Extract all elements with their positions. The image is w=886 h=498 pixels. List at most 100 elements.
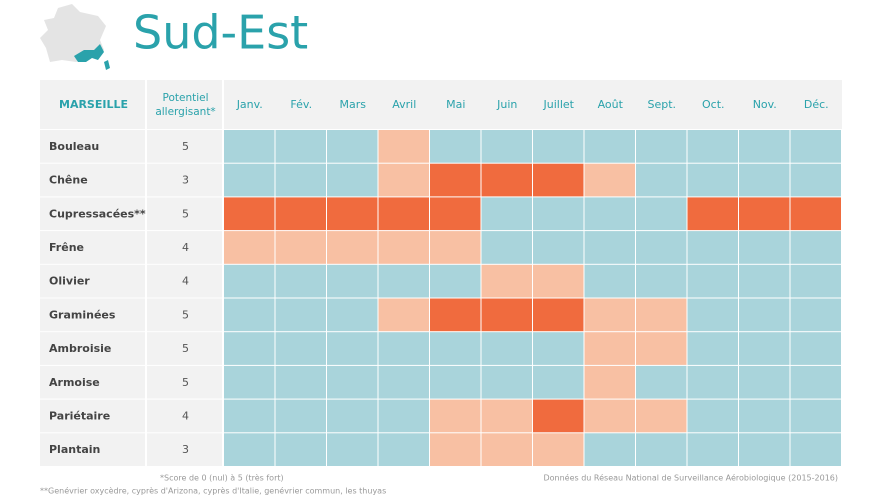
potential-header: Potentiel (162, 92, 208, 104)
row-name: Pariétaire (49, 409, 110, 422)
city-header: MARSEILLE (59, 98, 128, 111)
pollen-cell (224, 163, 275, 197)
pollen-cell (533, 163, 584, 197)
pollen-cell (584, 298, 635, 332)
row-name: Chêne (49, 174, 88, 187)
pollen-cell (378, 231, 429, 264)
row-name: Cupressacées** (49, 207, 146, 220)
row-label-bg (40, 264, 145, 298)
region-shape (74, 44, 104, 62)
pollen-cell (224, 130, 275, 163)
pollen-cell (687, 298, 738, 332)
pollen-cell (584, 197, 635, 231)
pollen-cell (533, 298, 584, 332)
pollen-cell (636, 130, 687, 163)
potential-bg (147, 231, 222, 264)
potential-value: 5 (182, 376, 189, 389)
row-name: Olivier (49, 275, 90, 288)
potential-value: 3 (182, 174, 189, 187)
pollen-cell (430, 399, 481, 433)
footnote-score: *Score de 0 (nul) à 5 (très fort) (160, 473, 284, 483)
pollen-cell (739, 433, 790, 466)
row-name: Plantain (49, 443, 100, 456)
pollen-cell (584, 163, 635, 197)
pollen-cell (430, 298, 481, 332)
pollen-cell (481, 264, 532, 298)
title: Sud-Est (133, 6, 308, 60)
row-label-bg (40, 231, 145, 264)
pollen-cell (636, 163, 687, 197)
month-header: Oct. (702, 98, 725, 111)
row-label-bg (40, 298, 145, 332)
pollen-cell (430, 433, 481, 466)
potential-value: 4 (182, 275, 189, 288)
pollen-cell (327, 264, 378, 298)
pollen-cell (430, 332, 481, 365)
pollen-cell (275, 231, 326, 264)
month-header: Mars (340, 98, 367, 111)
pollen-cell (378, 264, 429, 298)
month-header: Juillet (543, 98, 575, 111)
pollen-cell (481, 130, 532, 163)
pollen-cell (481, 298, 532, 332)
pollen-cell (481, 399, 532, 433)
month-header: Mai (446, 98, 465, 111)
pollen-cell (790, 332, 841, 365)
row-name: Bouleau (49, 140, 99, 153)
potential-value: 5 (182, 342, 189, 355)
pollen-cell (739, 130, 790, 163)
pollen-cell (275, 197, 326, 231)
pollen-cell (327, 163, 378, 197)
pollen-cell (739, 197, 790, 231)
pollen-cell (790, 197, 841, 231)
france-shape (40, 4, 106, 62)
potential-bg (147, 197, 222, 231)
pollen-cell (481, 197, 532, 231)
pollen-cell (327, 365, 378, 399)
month-header: Nov. (753, 98, 777, 111)
potential-value: 5 (182, 308, 189, 321)
pollen-cell (430, 130, 481, 163)
pollen-cell (687, 433, 738, 466)
pollen-cell (790, 130, 841, 163)
pollen-cell (378, 433, 429, 466)
pollen-cell (533, 332, 584, 365)
pollen-cell (584, 264, 635, 298)
pollen-cell (687, 399, 738, 433)
row-label-bg (40, 130, 145, 163)
table: MARSEILLE Potentiel allergisant* Janv. Fév. M… (40, 80, 842, 466)
row-name: Frêne (49, 241, 84, 254)
month-header: Avril (392, 98, 416, 111)
pollen-cell (687, 332, 738, 365)
pollen-cell (584, 399, 635, 433)
pollen-cell (790, 298, 841, 332)
pollen-cell (739, 163, 790, 197)
month-header: Fév. (290, 98, 312, 111)
pollen-cell (636, 332, 687, 365)
header-bg (40, 80, 842, 129)
pollen-cell (481, 163, 532, 197)
pollen-cell (224, 298, 275, 332)
pollen-cell (636, 298, 687, 332)
pollen-cell (739, 365, 790, 399)
pollen-cell (275, 332, 326, 365)
row-name: Graminées (49, 308, 116, 321)
potential-value: 4 (182, 241, 189, 254)
pollen-cell (275, 298, 326, 332)
month-header: Juin (496, 98, 517, 111)
pollen-cell (275, 163, 326, 197)
pollen-cell (378, 130, 429, 163)
pollen-cell (275, 433, 326, 466)
pollen-cell (687, 163, 738, 197)
pollen-cell (481, 433, 532, 466)
pollen-cell (636, 264, 687, 298)
pollen-cell (327, 433, 378, 466)
pollen-cell (327, 399, 378, 433)
pollen-cell (481, 332, 532, 365)
month-header: Janv. (236, 98, 263, 111)
potential-bg (147, 130, 222, 163)
pollen-cell (584, 332, 635, 365)
pollen-cell (533, 433, 584, 466)
potential-bg (147, 264, 222, 298)
pollen-cell (790, 264, 841, 298)
